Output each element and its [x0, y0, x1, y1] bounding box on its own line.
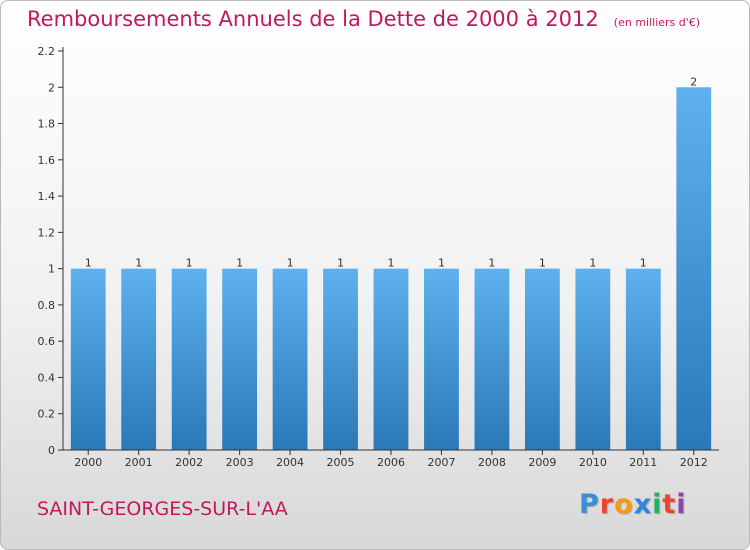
bar-2010[interactable]: [575, 268, 611, 450]
bar-2000[interactable]: [70, 268, 106, 450]
bar-2012[interactable]: [676, 87, 712, 450]
x-tick-label-2001: 2001: [125, 456, 153, 469]
bar-2002[interactable]: [171, 268, 207, 450]
bar-2008[interactable]: [474, 268, 510, 450]
y-tick-label: 0: [48, 444, 55, 457]
bar-2005[interactable]: [323, 268, 358, 450]
x-tick-label-2006: 2006: [377, 456, 405, 469]
x-axis: 2000 2001 2002 2003 2004 2005 2006 2007 2008 2009…: [63, 449, 719, 469]
bar-2003[interactable]: [222, 268, 258, 450]
logo-letter: P: [579, 489, 600, 520]
y-tick-label: 2: [48, 81, 55, 94]
y-tick-label: 0.6: [38, 335, 56, 348]
x-tick-label-2000: 2000: [74, 456, 102, 469]
y-tick-label: 0.8: [38, 299, 56, 312]
bar-2006[interactable]: [373, 268, 409, 450]
x-tick-label-2012: 2012: [680, 456, 708, 469]
y-tick-label: 1.6: [38, 154, 56, 167]
data-label-2009: 1: [539, 257, 546, 270]
data-label-2004: 1: [287, 257, 294, 270]
logo-letter: t: [662, 489, 677, 520]
y-axis: 0 0.2 0.4 0.6 0.8 1 1.2 1.4 1.6 1.8 2 2.2: [38, 45, 64, 457]
x-tick-label-2010: 2010: [579, 456, 607, 469]
logo-letter: x: [633, 489, 653, 520]
chart-title: Remboursements Annuels de la Dette de 20…: [27, 7, 599, 31]
x-tick-label-2003: 2003: [226, 456, 254, 469]
logo-letter: i: [676, 489, 687, 520]
data-label-2012: 2: [690, 75, 697, 88]
bar-2001[interactable]: [121, 268, 157, 450]
x-tick-label-2011: 2011: [629, 456, 657, 469]
logo-letter: i: [652, 489, 663, 520]
x-tick-label-2005: 2005: [327, 456, 355, 469]
title-row: Remboursements Annuels de la Dette de 20…: [27, 7, 700, 31]
data-label-2008: 1: [488, 257, 495, 270]
commune-name: SAINT-GEORGES-SUR-L'AA: [37, 498, 288, 520]
data-label-2003: 1: [236, 257, 243, 270]
y-tick-label: 1.2: [38, 226, 56, 239]
y-tick-label: 0.4: [38, 371, 56, 384]
y-tick-label: 1: [48, 263, 55, 276]
bar-2007[interactable]: [424, 268, 459, 450]
x-tick-label-2009: 2009: [528, 456, 556, 469]
data-label-2006: 1: [388, 257, 395, 270]
x-tick-label-2004: 2004: [276, 456, 304, 469]
bars: 1 1 1 1 1 1 1 1 1 1 1 1 2: [70, 75, 712, 450]
y-tick-label: 2.2: [38, 45, 56, 58]
bar-2011[interactable]: [625, 268, 661, 450]
x-tick-label-2007: 2007: [427, 456, 455, 469]
data-label-2010: 1: [589, 257, 596, 270]
x-tick-label-2008: 2008: [478, 456, 506, 469]
logo-letter: r: [599, 489, 615, 520]
x-tick-label-2002: 2002: [175, 456, 203, 469]
data-label-2002: 1: [186, 257, 193, 270]
y-tick-label: 1.8: [38, 118, 56, 131]
data-label-2011: 1: [640, 257, 647, 270]
bar-2009[interactable]: [524, 268, 560, 450]
data-label-2007: 1: [438, 257, 445, 270]
data-label-2001: 1: [135, 257, 142, 270]
logo-letter: o: [614, 489, 634, 520]
y-tick-label: 0.2: [38, 408, 56, 421]
data-label-2000: 1: [85, 257, 92, 270]
bar-2004[interactable]: [272, 268, 308, 450]
data-label-2005: 1: [337, 257, 344, 270]
y-tick-label: 1.4: [38, 190, 56, 203]
proxiti-logo[interactable]: Proxiti: [579, 489, 687, 520]
chart-subtitle: (en milliers d'€): [613, 16, 701, 29]
